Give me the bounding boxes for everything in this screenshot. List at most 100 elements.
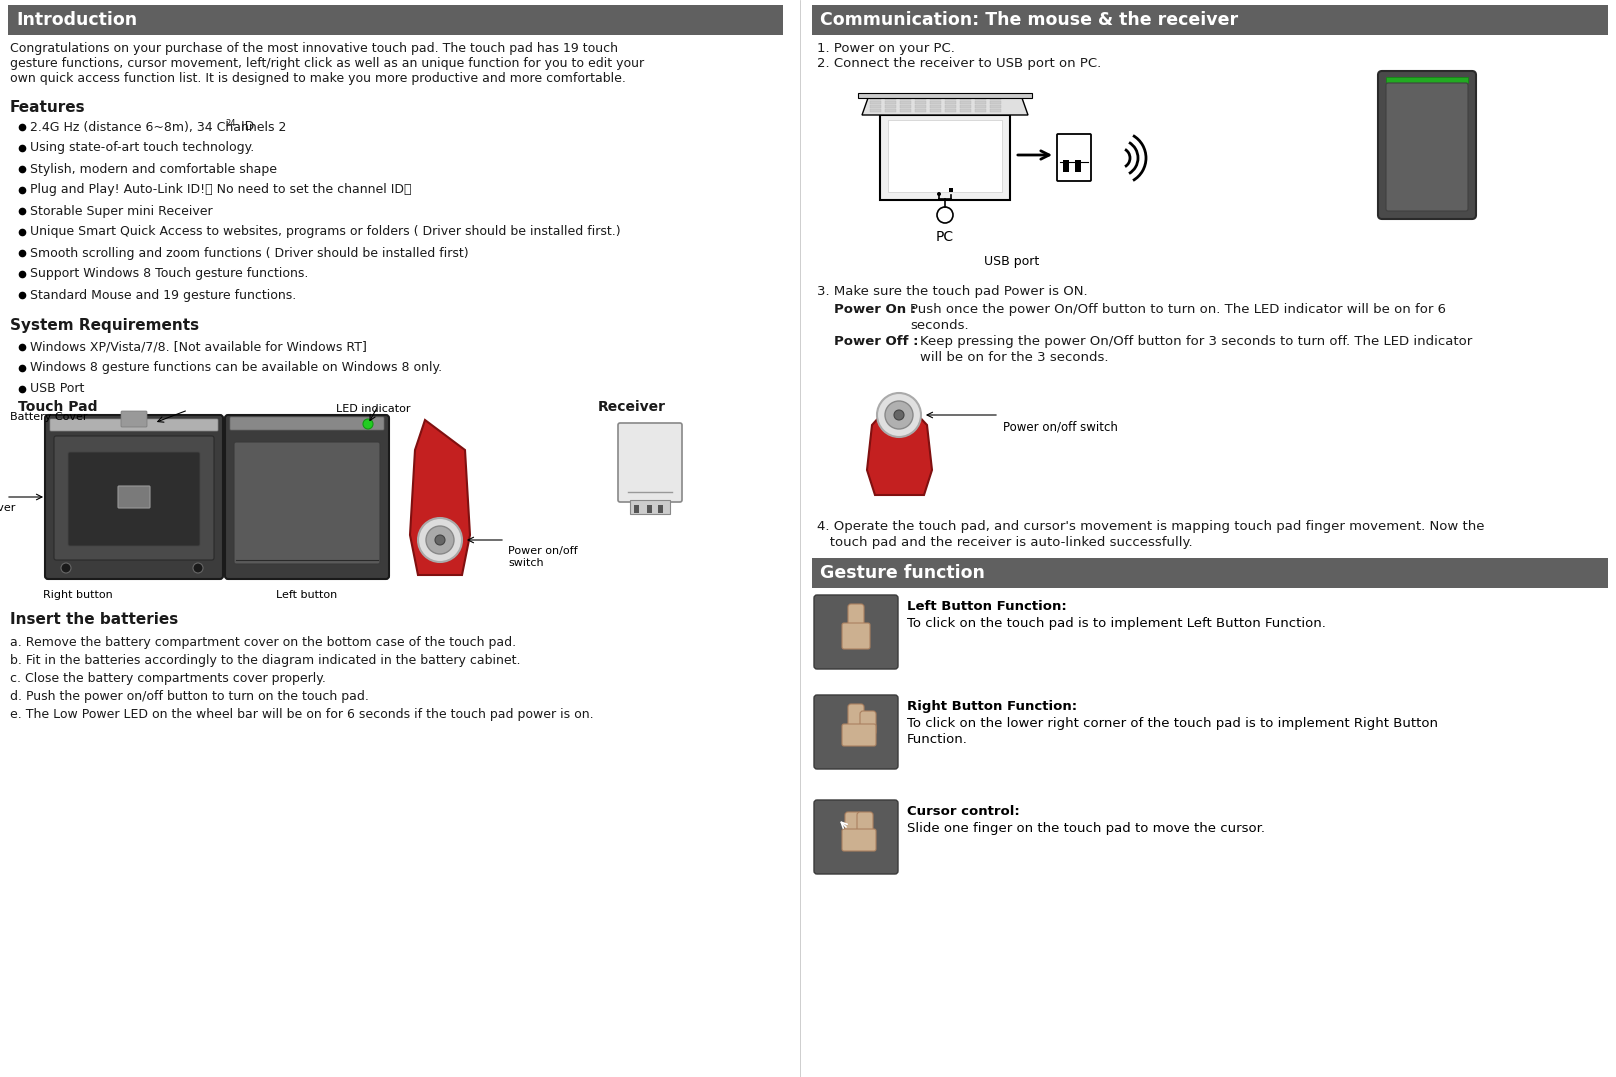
Text: Left Button Function:: Left Button Function: xyxy=(907,600,1067,613)
Text: Windows XP/Vista/7/8. [Not available for Windows RT]: Windows XP/Vista/7/8. [Not available for… xyxy=(31,340,367,353)
Circle shape xyxy=(894,410,903,420)
FancyBboxPatch shape xyxy=(617,423,682,502)
Text: Push once the power On/Off button to turn on. The LED indicator will be on for 6: Push once the power On/Off button to tur… xyxy=(910,303,1446,316)
Bar xyxy=(658,505,663,513)
Bar xyxy=(949,188,953,192)
FancyBboxPatch shape xyxy=(1057,134,1091,181)
FancyBboxPatch shape xyxy=(848,604,865,630)
Bar xyxy=(886,101,895,104)
FancyBboxPatch shape xyxy=(50,419,218,431)
Bar xyxy=(886,104,895,108)
FancyBboxPatch shape xyxy=(856,812,873,838)
Text: Stylish, modern and comfortable shape: Stylish, modern and comfortable shape xyxy=(31,163,276,176)
Bar xyxy=(960,101,971,104)
FancyBboxPatch shape xyxy=(229,417,385,430)
FancyBboxPatch shape xyxy=(118,486,150,508)
Bar xyxy=(8,5,784,34)
Text: Keep pressing the power On/Off button for 3 seconds to turn off. The LED indicat: Keep pressing the power On/Off button fo… xyxy=(920,335,1472,348)
Bar xyxy=(900,101,911,104)
Text: Standard Mouse and 19 gesture functions.: Standard Mouse and 19 gesture functions. xyxy=(31,289,296,302)
Text: Receiver: Receiver xyxy=(0,503,16,513)
Bar xyxy=(974,101,986,104)
Text: Left button: Left button xyxy=(276,590,338,600)
Bar xyxy=(886,109,895,112)
Text: Power On :: Power On : xyxy=(834,303,916,316)
Circle shape xyxy=(364,419,373,429)
Text: To click on the lower right corner of the touch pad is to implement Right Button: To click on the lower right corner of th… xyxy=(907,717,1438,730)
FancyBboxPatch shape xyxy=(53,436,213,560)
Bar xyxy=(869,109,881,112)
Bar xyxy=(929,104,941,108)
Text: 2.4G Hz (distance 6~8m), 34 Channels 2: 2.4G Hz (distance 6~8m), 34 Channels 2 xyxy=(31,121,286,134)
Bar xyxy=(915,109,926,112)
Text: c. Close the battery compartments cover properly.: c. Close the battery compartments cover … xyxy=(10,672,326,685)
Bar xyxy=(811,558,1608,588)
Text: Features: Features xyxy=(10,100,86,115)
Text: Function.: Function. xyxy=(907,733,968,746)
FancyBboxPatch shape xyxy=(45,415,223,579)
Text: Introduction: Introduction xyxy=(16,11,137,29)
Text: Storable Super mini Receiver: Storable Super mini Receiver xyxy=(31,205,213,218)
Text: 3. Make sure the touch pad Power is ON.: 3. Make sure the touch pad Power is ON. xyxy=(818,285,1088,298)
Text: will be on for the 3 seconds.: will be on for the 3 seconds. xyxy=(920,351,1109,364)
Circle shape xyxy=(192,563,204,573)
Bar xyxy=(858,93,1033,98)
Bar xyxy=(1075,160,1081,172)
Text: Insert the batteries: Insert the batteries xyxy=(10,612,178,627)
Circle shape xyxy=(427,526,454,554)
Bar xyxy=(869,104,881,108)
Bar xyxy=(974,97,986,100)
Text: touch pad and the receiver is auto-linked successfully.: touch pad and the receiver is auto-linke… xyxy=(818,536,1193,549)
Text: Receiver: Receiver xyxy=(598,400,666,414)
Text: Using state-of-art touch technology.: Using state-of-art touch technology. xyxy=(31,141,254,154)
Bar xyxy=(869,101,881,104)
FancyBboxPatch shape xyxy=(842,623,869,649)
Text: own quick access function list. It is designed to make you more productive and m: own quick access function list. It is de… xyxy=(10,72,625,85)
Text: 4. Operate the touch pad, and cursor's movement is mapping touch pad finger move: 4. Operate the touch pad, and cursor's m… xyxy=(818,520,1485,533)
Text: Touch Pad: Touch Pad xyxy=(18,400,97,414)
Bar xyxy=(960,109,971,112)
Text: 1. Power on your PC.: 1. Power on your PC. xyxy=(818,42,955,55)
Text: seconds.: seconds. xyxy=(910,319,968,332)
Circle shape xyxy=(877,393,921,437)
Text: Right Button Function:: Right Button Function: xyxy=(907,700,1078,713)
Text: Power on/off
switch: Power on/off switch xyxy=(507,546,577,568)
Text: Cursor control:: Cursor control: xyxy=(907,805,1020,819)
Text: System Requirements: System Requirements xyxy=(10,318,199,333)
Polygon shape xyxy=(410,420,470,575)
FancyBboxPatch shape xyxy=(814,595,898,669)
Bar xyxy=(886,97,895,100)
Circle shape xyxy=(61,563,71,573)
Text: d. Push the power on/off button to turn on the touch pad.: d. Push the power on/off button to turn … xyxy=(10,690,368,703)
Bar xyxy=(900,109,911,112)
Bar xyxy=(869,97,881,100)
Bar xyxy=(915,101,926,104)
Text: 2. Connect the receiver to USB port on PC.: 2. Connect the receiver to USB port on P… xyxy=(818,57,1100,70)
Circle shape xyxy=(435,535,444,545)
Text: Congratulations on your purchase of the most innovative touch pad. The touch pad: Congratulations on your purchase of the … xyxy=(10,42,617,55)
Bar xyxy=(929,109,941,112)
Bar xyxy=(991,97,1000,100)
FancyBboxPatch shape xyxy=(848,704,865,730)
Text: b. Fit in the batteries accordingly to the diagram indicated in the battery cabi: b. Fit in the batteries accordingly to t… xyxy=(10,654,520,667)
Text: Unique Smart Quick Access to websites, programs or folders ( Driver should be in: Unique Smart Quick Access to websites, p… xyxy=(31,225,621,238)
Bar xyxy=(889,120,1002,192)
Text: To click on the touch pad is to implement Left Button Function.: To click on the touch pad is to implemen… xyxy=(907,617,1325,630)
Bar xyxy=(646,505,651,513)
Text: Gesture function: Gesture function xyxy=(819,564,984,582)
Text: USB Port: USB Port xyxy=(31,382,84,395)
Polygon shape xyxy=(861,98,1028,115)
FancyBboxPatch shape xyxy=(860,711,876,735)
Bar xyxy=(945,101,957,104)
Text: a. Remove the battery compartment cover on the bottom case of the touch pad.: a. Remove the battery compartment cover … xyxy=(10,637,516,649)
Bar xyxy=(915,97,926,100)
Text: Right button: Right button xyxy=(44,590,113,600)
FancyBboxPatch shape xyxy=(1378,71,1475,219)
Text: PC: PC xyxy=(936,230,953,244)
FancyBboxPatch shape xyxy=(845,812,861,838)
Polygon shape xyxy=(881,115,1010,200)
Text: Power Off :: Power Off : xyxy=(834,335,918,348)
FancyBboxPatch shape xyxy=(842,829,876,851)
Bar xyxy=(900,104,911,108)
Bar xyxy=(974,109,986,112)
